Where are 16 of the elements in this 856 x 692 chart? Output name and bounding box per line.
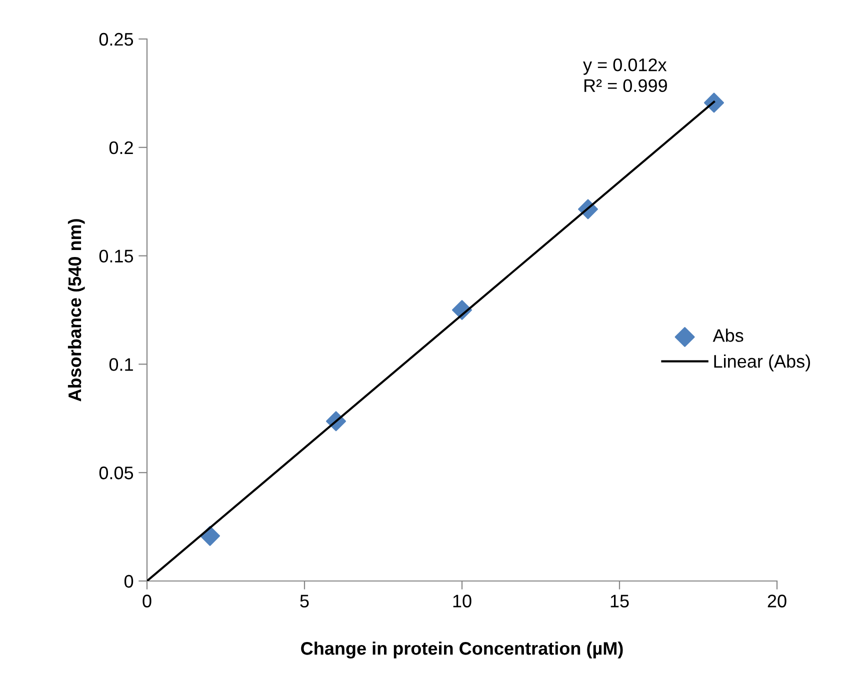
x-tick-label: 10	[453, 594, 472, 608]
annotation: y = 0.012x R² = 0.999	[583, 58, 667, 92]
x-tick-label: 0	[142, 594, 152, 608]
legend-label: Linear (Abs)	[714, 354, 810, 372]
y-tick-label: 0.1	[109, 358, 133, 371]
x-tick-label: 5	[300, 594, 309, 608]
legend-label: Abs	[712, 328, 744, 342]
x-tick-label: 20	[768, 594, 786, 608]
y-tick-label: 0.2	[109, 141, 133, 154]
y-tick-label: 0.05	[99, 466, 134, 480]
x-axis-title: Change in protein Concentration (µM)	[301, 642, 623, 658]
y-tick-label: 0.25	[99, 32, 134, 46]
x-tick-label: 15	[610, 594, 629, 608]
y-tick-label: 0.15	[99, 250, 134, 263]
y-axis-title: Absorbance (540 nm)	[68, 219, 85, 402]
y-tick-label: 0	[124, 574, 134, 588]
